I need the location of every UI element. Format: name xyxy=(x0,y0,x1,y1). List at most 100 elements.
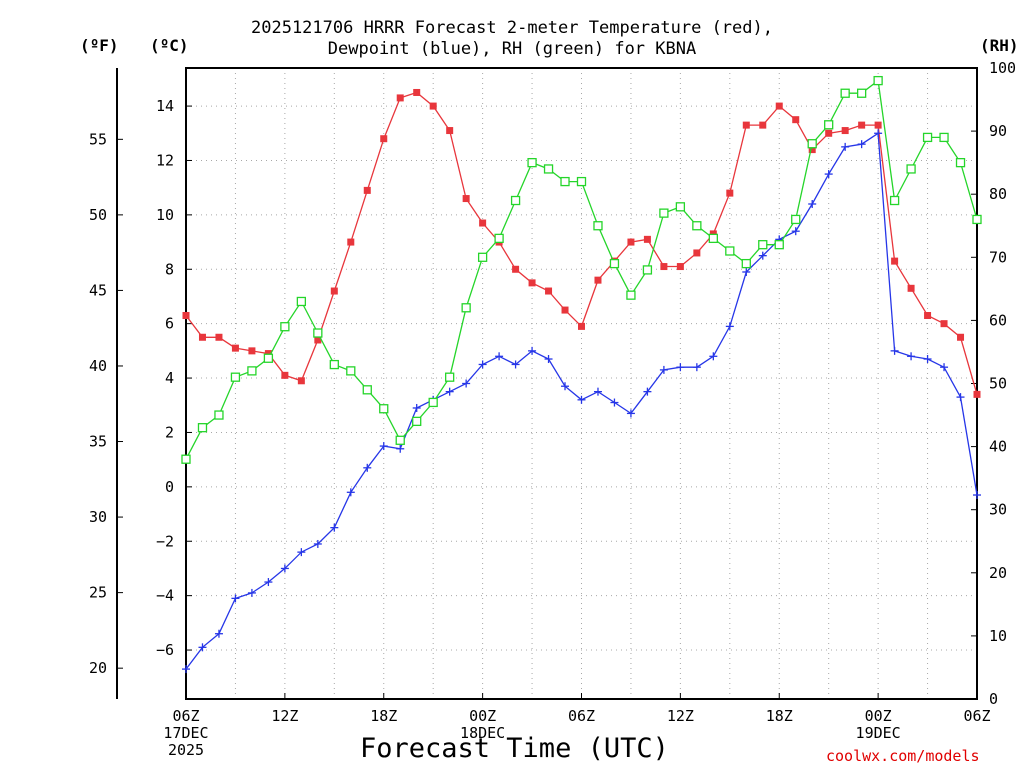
dewpoint-point xyxy=(725,322,734,331)
dewpoint-point xyxy=(214,629,223,638)
rh-tick-label: 70 xyxy=(989,248,1007,266)
dewpoint-point xyxy=(610,398,619,407)
dewpoint-point xyxy=(808,199,817,208)
dewpoint-point xyxy=(940,363,949,372)
celsius-tick-label: −6 xyxy=(156,641,174,659)
rh-point xyxy=(247,366,257,376)
dewpoint-point xyxy=(676,363,685,372)
rh-tick-label: 100 xyxy=(989,59,1016,77)
celsius-tick-label: 12 xyxy=(156,151,174,169)
rh-tick-label: 90 xyxy=(989,122,1007,140)
rh-point xyxy=(494,233,504,244)
dewpoint-point xyxy=(363,463,372,472)
dewpoint-point xyxy=(890,346,899,355)
x-tick-label: 18DEC xyxy=(460,724,505,742)
fahrenheit-unit-label: (ºF) xyxy=(80,36,119,55)
rh-point xyxy=(741,258,751,269)
dewpoint-point xyxy=(346,488,355,497)
dewpoint-point xyxy=(824,170,833,179)
temperature-point xyxy=(330,287,338,295)
temperature-point xyxy=(561,306,569,314)
rh-point xyxy=(659,208,669,218)
rh-point xyxy=(626,290,636,300)
dewpoint-point xyxy=(297,548,306,557)
celsius-tick-label: −4 xyxy=(156,587,174,605)
dewpoint-point xyxy=(478,360,487,369)
temperature-point xyxy=(396,94,404,102)
fahrenheit-tick-label: 50 xyxy=(89,206,107,224)
temperature-point xyxy=(907,284,915,292)
x-tick-label: 06Z xyxy=(963,707,990,725)
rh-unit-label: (RH) xyxy=(980,36,1019,55)
temperature-point xyxy=(940,320,948,328)
dewpoint-point xyxy=(742,267,751,276)
temperature-point xyxy=(874,121,882,129)
x-axis-title: Forecast Time (UTC) xyxy=(360,733,669,764)
temperature-point xyxy=(775,102,783,110)
x-tick-label: 06Z xyxy=(568,707,595,725)
rh-point xyxy=(972,214,982,225)
temperature-point xyxy=(462,195,470,203)
temperature-point xyxy=(429,102,437,110)
dewpoint-point xyxy=(907,352,916,361)
temperature-point xyxy=(297,377,305,385)
temperature-point xyxy=(808,146,816,154)
chart-title-line-1: 2025121706 HRRR Forecast 2-meter Tempera… xyxy=(251,18,773,38)
temperature-point xyxy=(512,265,520,273)
fahrenheit-tick-label: 20 xyxy=(89,659,107,677)
dewpoint-point xyxy=(396,444,405,453)
celsius-tick-label: 2 xyxy=(165,423,174,441)
temperature-point xyxy=(231,344,239,352)
fahrenheit-tick-label: 40 xyxy=(89,357,107,375)
temperature-point xyxy=(759,121,767,129)
temperature-point xyxy=(676,263,684,271)
temperature-point xyxy=(545,287,553,295)
temperature-point xyxy=(264,350,272,358)
fahrenheit-tick-label: 45 xyxy=(89,281,107,299)
rh-point xyxy=(296,296,307,307)
dewpoint-point xyxy=(709,352,718,361)
fahrenheit-tick-label: 55 xyxy=(89,130,107,148)
rh-point xyxy=(230,372,241,382)
temperature-point xyxy=(281,371,289,379)
rh-tick-label: 50 xyxy=(989,375,1007,393)
dewpoint-point xyxy=(247,588,256,597)
rh-point xyxy=(856,88,867,98)
dewpoint-point xyxy=(593,387,602,396)
dewpoint-point xyxy=(313,539,322,548)
celsius-tick-label: 4 xyxy=(165,369,174,387)
rh-tick-label: 20 xyxy=(989,564,1007,582)
rh-point xyxy=(609,258,620,269)
x-tick-label: 12Z xyxy=(271,707,298,725)
rh-point xyxy=(840,88,850,98)
temperature-point xyxy=(182,312,190,320)
rh-tick-label: 0 xyxy=(989,690,998,708)
dewpoint-point xyxy=(692,363,701,372)
rh-point xyxy=(955,157,966,168)
x-tick-label: 18Z xyxy=(766,707,793,725)
temperature-point xyxy=(841,127,849,135)
dewpoint-point xyxy=(643,387,652,396)
dewpoint-point xyxy=(874,129,883,138)
rh-point xyxy=(675,202,686,212)
dewpoint-point xyxy=(412,403,421,412)
dewpoint-point xyxy=(561,382,570,391)
rh-point xyxy=(922,132,933,143)
temperature-point xyxy=(825,129,833,137)
temperature-point xyxy=(858,121,866,129)
temperature-point xyxy=(215,333,223,341)
rh-point xyxy=(725,246,735,256)
temperature-point xyxy=(380,135,388,143)
rh-point xyxy=(560,176,570,187)
x-tick-label: 00Z xyxy=(469,707,496,725)
dewpoint-point xyxy=(511,360,520,369)
rh-point xyxy=(758,240,768,250)
rh-point xyxy=(527,157,537,168)
rh-point xyxy=(791,214,801,225)
x-tick-label: 17DEC xyxy=(163,724,208,742)
x-tick-label: 00Z xyxy=(865,707,892,725)
dewpoint-point xyxy=(280,564,289,573)
celsius-tick-label: 0 xyxy=(165,478,174,496)
rh-point xyxy=(939,132,949,143)
